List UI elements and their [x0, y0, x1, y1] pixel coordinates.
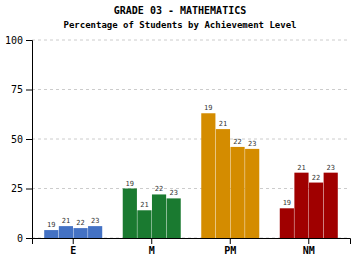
bar: [123, 189, 137, 239]
title: GRADE 03 - MATHEMATICS: [114, 5, 246, 16]
x-tick-mark: [308, 238, 309, 244]
y-tick-label: 25: [11, 183, 23, 194]
bar-label: 22: [312, 174, 320, 182]
x-tick-mark: [73, 238, 74, 244]
bars: [44, 113, 338, 238]
bar-label: 23: [169, 189, 177, 197]
bar-labels: 19 19 19 19 21 21 21 21 22 22 22 22 23 23 23 23: [47, 104, 335, 229]
bar: [167, 198, 181, 238]
x-tick: NM: [303, 238, 315, 256]
bar: [88, 226, 102, 238]
bar-label: 22: [76, 219, 84, 227]
chart-container: GRADE 03 - MATHEMATICS Percentage of Stud…: [0, 0, 360, 260]
x-tick: E: [70, 238, 76, 256]
grid: [32, 40, 350, 238]
y-axis-line: [26, 41, 33, 239]
bar: [294, 173, 308, 238]
y-tick: 75: [11, 84, 32, 95]
y-tick: 50: [11, 134, 32, 145]
bar-label: 19: [283, 199, 291, 207]
bar: [280, 208, 294, 238]
y-tick-mark: [26, 40, 32, 41]
bar-label: 23: [248, 140, 256, 148]
x-tick-label: E: [70, 245, 76, 256]
bar-label: 23: [326, 164, 334, 172]
y-tick-mark: [26, 90, 32, 91]
x-axis: E M PM NM: [33, 238, 351, 256]
grid-line: [32, 40, 350, 41]
y-tick-label: 50: [11, 134, 23, 145]
bar: [324, 173, 338, 238]
bar-label: 22: [155, 185, 163, 193]
x-tick: M: [149, 238, 155, 256]
bar-label: 21: [219, 120, 227, 128]
x-tick-mark: [151, 238, 152, 244]
grid-line: [32, 139, 350, 140]
y-tick: 0: [17, 233, 32, 244]
x-tick: PM: [224, 238, 236, 256]
bar-label: 21: [297, 164, 305, 172]
x-tick-label: M: [149, 245, 155, 256]
bar-label: 19: [204, 104, 212, 112]
grid-line: [32, 89, 350, 90]
bar-label: 21: [140, 201, 148, 209]
subtitle: Percentage of Students by Achievement Le…: [64, 20, 297, 30]
y-tick: 100: [5, 35, 32, 46]
bar: [230, 147, 244, 238]
x-tick-mark: [230, 238, 231, 244]
bar: [309, 183, 323, 238]
bar: [245, 149, 259, 238]
bar-label: 19: [47, 221, 55, 229]
bar-label: 21: [62, 217, 70, 225]
y-tick-label: 75: [11, 84, 23, 95]
plot-area: 19 19 19 19 21 21 21 21 22 22 22 22 23 23 23 23 0 25 50 75 1…: [5, 35, 351, 256]
x-tick-label: NM: [303, 245, 315, 256]
bar: [44, 230, 58, 238]
y-tick-mark: [26, 139, 32, 140]
bar: [201, 113, 215, 238]
bar: [59, 226, 73, 238]
y-tick-mark: [26, 238, 32, 239]
bar: [137, 210, 151, 238]
bar-label: 19: [126, 180, 134, 188]
x-axis-line: [33, 239, 351, 245]
chart-svg: GRADE 03 - MATHEMATICS Percentage of Stud…: [0, 0, 360, 260]
y-tick-label: 100: [5, 35, 23, 46]
x-tick-label: PM: [224, 245, 236, 256]
bar-label: 22: [233, 138, 241, 146]
bar: [73, 228, 87, 238]
bar: [216, 129, 230, 238]
bar: [152, 194, 166, 238]
y-tick: 25: [11, 183, 32, 194]
y-tick-mark: [26, 189, 32, 190]
y-axis: 0 25 50 75 100: [5, 35, 33, 244]
y-tick-label: 0: [17, 233, 23, 244]
bar-label: 23: [91, 217, 99, 225]
